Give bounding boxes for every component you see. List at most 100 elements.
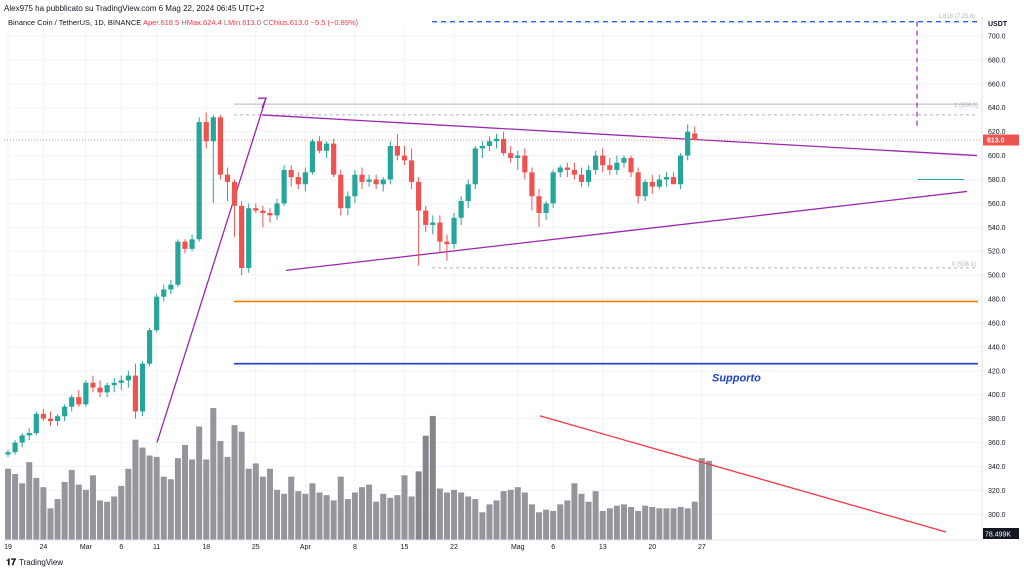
volume-bar bbox=[684, 508, 691, 540]
candle-body bbox=[685, 131, 691, 156]
candle-body bbox=[493, 138, 500, 142]
candle-body bbox=[118, 380, 124, 383]
close-value: Chius.613.0 bbox=[268, 18, 309, 27]
volume-bar bbox=[366, 484, 373, 540]
volume-bar bbox=[167, 479, 174, 540]
candle-body bbox=[437, 222, 443, 242]
volume-bar bbox=[543, 509, 550, 540]
last-price-label: 613.0 bbox=[987, 138, 1005, 145]
candle-body bbox=[196, 122, 202, 240]
candles bbox=[5, 112, 698, 457]
candle-body bbox=[161, 289, 167, 297]
candle-body bbox=[451, 217, 457, 245]
ohlc-legend: Binance Coin / TetherUS, 1D, BINANCE Ape… bbox=[8, 18, 358, 27]
volume-bar bbox=[422, 435, 429, 540]
drawings bbox=[4, 20, 982, 533]
candle-body bbox=[614, 162, 620, 170]
candle-body bbox=[678, 155, 684, 185]
volume-bar bbox=[33, 477, 40, 540]
volume-bar bbox=[316, 492, 323, 540]
volume-bar bbox=[351, 492, 358, 540]
volume-bar bbox=[493, 500, 500, 540]
volume-bars bbox=[5, 408, 712, 540]
volume-bar bbox=[528, 504, 535, 540]
volume-bar bbox=[217, 441, 224, 540]
volume-bar bbox=[628, 507, 635, 540]
symbol-name[interactable]: Binance Coin / TetherUS, 1D, BINANCE bbox=[8, 18, 142, 27]
volume-bar bbox=[203, 459, 210, 540]
candle-body bbox=[210, 117, 216, 142]
candle-body bbox=[366, 179, 372, 182]
candle-body bbox=[557, 167, 563, 173]
candle-body bbox=[260, 210, 266, 213]
volume-bar bbox=[54, 499, 61, 540]
candle-body bbox=[324, 143, 330, 151]
candle-body bbox=[649, 181, 655, 187]
time-tick-label: 20 bbox=[648, 544, 656, 551]
price-axis[interactable]: 300.0 320.0 340.0 360.0 380.0 400.0 420.0 440.0… bbox=[981, 16, 1019, 540]
candle-body bbox=[175, 241, 181, 285]
candle-body bbox=[47, 418, 54, 422]
footer: 𝟏𝟕 TradingView bbox=[6, 557, 63, 568]
time-tick-label: 24 bbox=[40, 544, 48, 551]
time-tick-label: Mag bbox=[511, 544, 525, 551]
candle-body bbox=[295, 177, 301, 185]
volume-bar bbox=[111, 496, 118, 540]
volume-bar bbox=[620, 504, 627, 540]
last-volume-label: 78.499K bbox=[985, 532, 1011, 539]
time-tick-label: 6 bbox=[551, 544, 555, 551]
volume-bar bbox=[521, 492, 528, 540]
volume-bar bbox=[189, 459, 196, 540]
open-value: Aper.618.5 bbox=[142, 18, 180, 27]
candle-body bbox=[217, 117, 223, 175]
volume-bar bbox=[571, 483, 578, 540]
volume-bar bbox=[606, 508, 613, 540]
price-tick-label: 640.0 bbox=[988, 105, 1006, 112]
volume-bar bbox=[118, 485, 125, 540]
volume-bar bbox=[359, 487, 365, 540]
time-axis[interactable]: 19 24 Mar 6 11 18 25 Apr 8 15 22 Mag 6 13 20 27 bbox=[4, 539, 982, 551]
candle-body bbox=[203, 122, 209, 142]
target-label: 1.618 (7.25.6) bbox=[938, 14, 975, 20]
candle-body bbox=[401, 155, 408, 161]
price-tick-label: 360.0 bbox=[988, 440, 1006, 447]
volume-bar bbox=[40, 487, 47, 540]
price-tick-label: 620.0 bbox=[988, 129, 1006, 136]
candle-body bbox=[104, 385, 110, 393]
volume-bar bbox=[160, 476, 167, 540]
candle-body bbox=[231, 181, 238, 206]
candle-body bbox=[663, 177, 670, 180]
volume-bar bbox=[698, 458, 705, 540]
candle-body bbox=[522, 155, 528, 173]
volume-bar bbox=[139, 447, 146, 540]
candle-body bbox=[621, 157, 627, 163]
volume-bar bbox=[436, 488, 443, 540]
candle-body bbox=[316, 141, 323, 151]
currency-label: USDT bbox=[988, 21, 1008, 28]
price-tick-label: 660.0 bbox=[988, 81, 1006, 88]
candle-body bbox=[309, 141, 316, 173]
volume-bar bbox=[635, 510, 642, 540]
volume-bar bbox=[104, 501, 111, 540]
candle-body bbox=[515, 155, 521, 158]
candle-body bbox=[345, 196, 351, 209]
candle-body bbox=[111, 382, 117, 386]
candle-body bbox=[501, 138, 507, 154]
candle-body bbox=[380, 179, 386, 185]
candle-body bbox=[19, 435, 25, 443]
candle-body bbox=[182, 241, 188, 249]
volume-bar bbox=[288, 476, 295, 540]
volume-bar bbox=[231, 425, 238, 540]
price-tick-label: 460.0 bbox=[988, 320, 1006, 327]
candle-body bbox=[125, 375, 131, 381]
volume-bar bbox=[677, 507, 684, 540]
candle-body bbox=[423, 210, 429, 225]
volume-bar bbox=[75, 484, 82, 540]
candle-body bbox=[430, 222, 436, 225]
volume-bar bbox=[649, 507, 656, 540]
candle-body bbox=[189, 239, 195, 249]
arrow-head-icon bbox=[258, 97, 267, 108]
price-tick-label: 380.0 bbox=[988, 416, 1006, 423]
volume-bar bbox=[642, 505, 649, 540]
